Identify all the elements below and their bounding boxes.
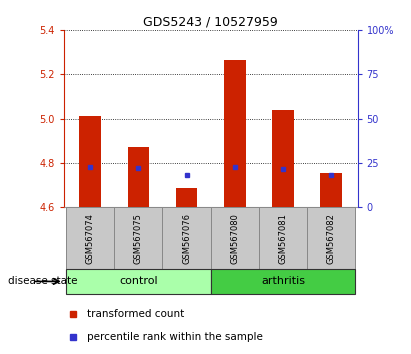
Text: control: control: [119, 276, 158, 286]
Bar: [272, 110, 294, 207]
Text: GSM567075: GSM567075: [134, 213, 143, 263]
Bar: [162, 207, 211, 269]
Bar: [307, 207, 355, 269]
Bar: [211, 207, 259, 269]
Bar: [66, 207, 114, 269]
Text: GSM567080: GSM567080: [230, 213, 239, 263]
Text: GSM567076: GSM567076: [182, 212, 191, 264]
Bar: [224, 60, 245, 207]
Text: transformed count: transformed count: [87, 309, 185, 319]
Text: arthritis: arthritis: [261, 276, 305, 286]
Bar: [66, 269, 211, 294]
Bar: [114, 207, 162, 269]
Bar: [127, 147, 149, 207]
Text: GSM567082: GSM567082: [327, 213, 335, 263]
Bar: [259, 207, 307, 269]
Bar: [320, 173, 342, 207]
Text: percentile rank within the sample: percentile rank within the sample: [87, 332, 263, 342]
Title: GDS5243 / 10527959: GDS5243 / 10527959: [143, 16, 278, 29]
Bar: [211, 269, 355, 294]
Bar: [79, 116, 101, 207]
Text: disease state: disease state: [8, 276, 78, 286]
Bar: [176, 188, 197, 207]
Text: GSM567074: GSM567074: [86, 213, 95, 263]
Text: GSM567081: GSM567081: [278, 213, 287, 263]
